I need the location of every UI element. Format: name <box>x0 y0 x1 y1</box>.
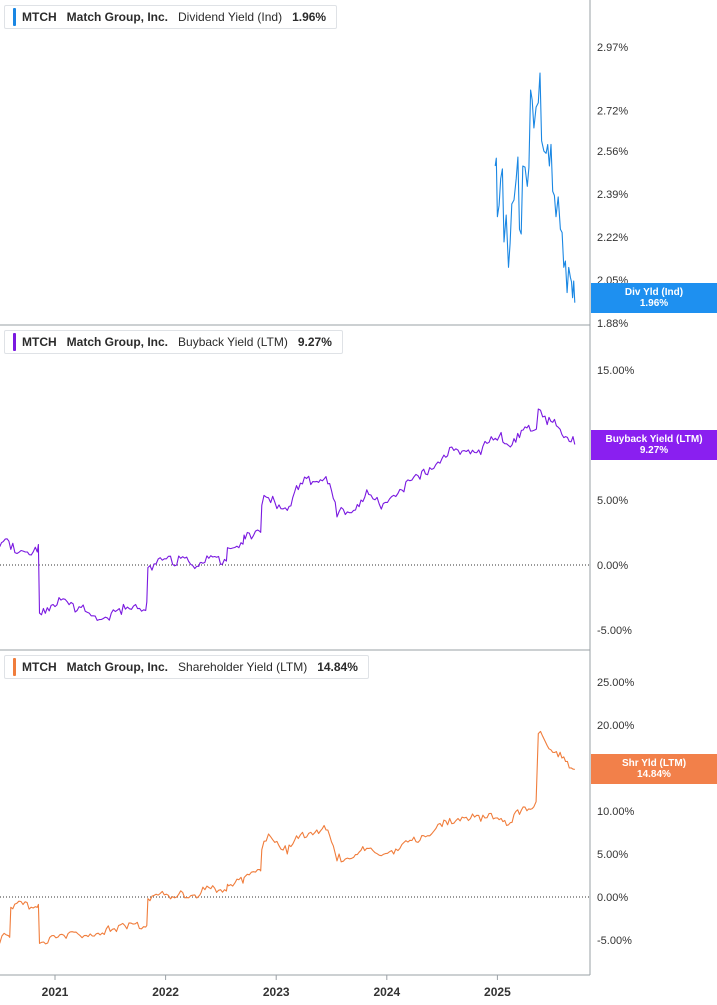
y-tick-label: 10.00% <box>597 806 635 818</box>
legend-metric: Buyback Yield (LTM) <box>178 335 288 349</box>
y-tick-label: 2.56% <box>597 146 628 158</box>
y-tick-label: 0.00% <box>597 892 628 904</box>
series-line <box>494 72 576 303</box>
x-tick-label: 2024 <box>373 985 400 999</box>
x-tick-label: 2022 <box>152 985 179 999</box>
label-title: Shr Yld (LTM) <box>621 758 687 769</box>
legend-metric: Shareholder Yield (LTM) <box>178 660 308 674</box>
y-tick-label: 2.97% <box>597 42 628 54</box>
y-tick-label: 25.00% <box>597 677 635 689</box>
x-tick-label: 2025 <box>484 985 511 999</box>
y-tick-label: 0.00% <box>597 560 628 572</box>
x-tick-label: 2021 <box>42 985 69 999</box>
label-title: Buyback Yield (LTM) <box>605 434 703 445</box>
y-tick-label: 2.72% <box>597 105 628 117</box>
y-tick-label: 5.00% <box>597 849 628 861</box>
y-tick-label: -5.00% <box>597 935 632 947</box>
legend-ticker: MTCH <box>22 660 57 674</box>
series-color-swatch <box>13 333 16 351</box>
y-tick-label: 1.88% <box>597 318 628 330</box>
axes <box>0 0 591 976</box>
x-tick-label: 2023 <box>263 985 290 999</box>
legend-shareholder-yield: MTCH Match Group, Inc. Shareholder Yield… <box>4 655 369 679</box>
last-value-label-dividend: Div Yld (Ind) 1.96% <box>591 283 717 313</box>
y-tick-label: -5.00% <box>597 625 632 637</box>
y-tick-label: 5.00% <box>597 495 628 507</box>
series-color-swatch <box>13 658 16 676</box>
y-tick-label: 2.39% <box>597 189 628 201</box>
legend-ticker: MTCH <box>22 10 57 24</box>
legend-metric: Dividend Yield (Ind) <box>178 10 283 24</box>
series-lines <box>0 72 576 945</box>
series-line <box>0 730 575 945</box>
legend-value: 1.96% <box>292 10 327 24</box>
label-title: Div Yld (Ind) <box>624 287 684 298</box>
series-line <box>0 408 576 621</box>
y-tick-label: 15.00% <box>597 365 635 377</box>
legend-company: Match Group, Inc. <box>66 335 169 349</box>
last-value-label-shareholder: Shr Yld (LTM) 14.84% <box>591 754 717 784</box>
y-tick-label: 20.00% <box>597 720 635 732</box>
zero-reference-lines <box>0 564 590 898</box>
legend-value: 9.27% <box>297 335 332 349</box>
label-value: 1.96% <box>639 298 669 309</box>
y-tick-label: 2.22% <box>597 232 628 244</box>
legend-value: 14.84% <box>317 660 358 674</box>
last-value-label-buyback: Buyback Yield (LTM) 9.27% <box>591 430 717 460</box>
tick-labels: 1.88%2.05%2.22%2.39%2.56%2.72%2.97%-5.00… <box>42 42 635 999</box>
legend-company: Match Group, Inc. <box>66 660 169 674</box>
label-value: 14.84% <box>637 769 671 780</box>
legend-ticker: MTCH <box>22 335 57 349</box>
series-color-swatch <box>13 8 16 26</box>
legend-buyback-yield: MTCH Match Group, Inc. Buyback Yield (LT… <box>4 330 343 354</box>
legend-dividend-yield: MTCH Match Group, Inc. Dividend Yield (I… <box>4 5 338 29</box>
legend-company: Match Group, Inc. <box>66 10 169 24</box>
label-value: 9.27% <box>639 445 669 456</box>
